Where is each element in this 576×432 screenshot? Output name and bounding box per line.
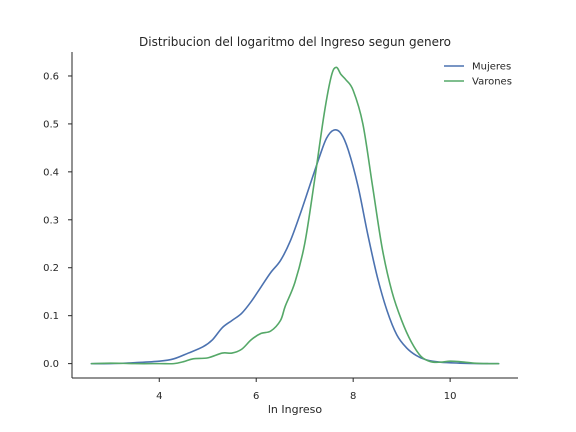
y-tick-label: 0.0: [43, 359, 59, 370]
legend-label-mujeres: Mujeres: [472, 62, 511, 73]
y-tick-label: 0.4: [43, 167, 59, 178]
plot-area: 0.0 0.1 0.2 0.3 0.4 0.5 0.6 4 6 8 10: [43, 52, 518, 402]
series-line-mujeres: [90, 129, 500, 365]
legend: Mujeres Varones: [444, 62, 512, 88]
y-tick-label: 0.1: [43, 311, 59, 322]
y-tick-label: 0.6: [43, 71, 59, 82]
x-ticks: 4 6 8 10: [156, 378, 456, 402]
x-tick-label: 6: [253, 391, 259, 402]
y-tick-label: 0.2: [43, 263, 59, 274]
series-lines: [90, 66, 500, 365]
x-tick-label: 4: [156, 391, 162, 402]
y-ticks: 0.0 0.1 0.2 0.3 0.4 0.5 0.6: [43, 71, 72, 370]
x-tick-label: 8: [350, 391, 356, 402]
legend-label-varones: Varones: [472, 77, 512, 88]
series-line-varones: [90, 66, 500, 365]
chart-title: Distribucion del logaritmo del Ingreso s…: [139, 35, 451, 49]
y-tick-label: 0.3: [43, 215, 59, 226]
x-axis-label: ln Ingreso: [268, 403, 323, 416]
x-tick-label: 10: [444, 391, 457, 402]
y-tick-label: 0.5: [43, 119, 59, 130]
